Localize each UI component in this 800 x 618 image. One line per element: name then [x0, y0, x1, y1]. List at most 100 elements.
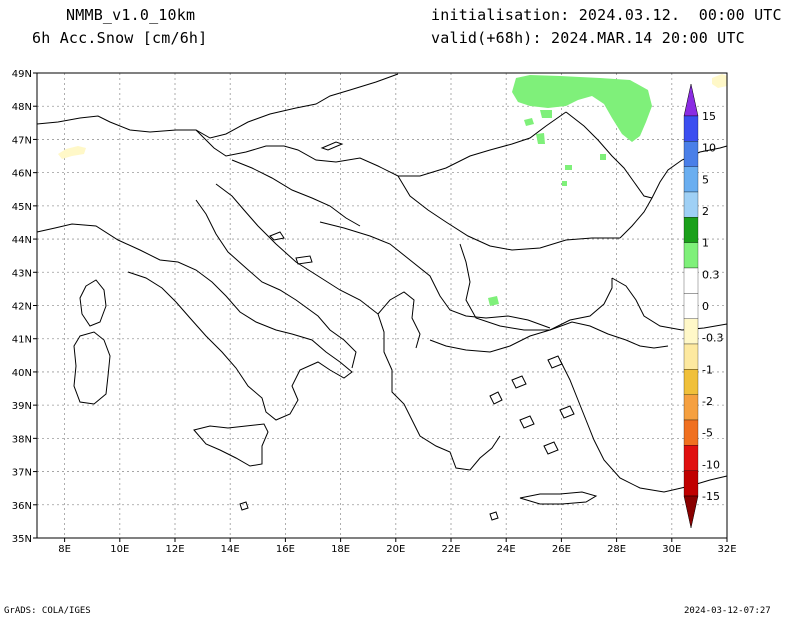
lat-tick-label: 38N — [12, 434, 32, 445]
colorbar-segment — [683, 470, 699, 497]
snow-area-ukraine — [512, 75, 652, 142]
lat-tick-label: 41N — [12, 335, 32, 346]
island — [511, 375, 527, 389]
colorbar-label: -1 — [702, 363, 713, 376]
snow-area-small — [562, 181, 567, 186]
sardinia — [73, 331, 111, 405]
island — [489, 391, 503, 405]
lat-tick-label: 43N — [12, 268, 32, 279]
lon-tick-label: 30E — [662, 544, 681, 555]
colorbar-label: 0.3 — [702, 268, 720, 281]
lat-tick-label: 47N — [12, 135, 32, 146]
valid-time: valid(+68h): 2024.MAR.14 20:00 UTC — [431, 29, 745, 47]
island — [295, 255, 313, 265]
snow-area-small — [600, 154, 606, 160]
colorbar-segment — [683, 394, 699, 421]
colorbar-label: 1 — [702, 237, 709, 250]
coastlines-borders — [36, 73, 728, 521]
island — [519, 415, 535, 429]
colorbar-label: -10 — [702, 458, 720, 471]
border-north — [36, 73, 399, 139]
latitude-axis: 49N 48N 47N 46N 45N 44N 43N 42N 41N 40N 39N 38N 37N 3… — [12, 69, 37, 545]
lon-tick-label: 10E — [110, 544, 129, 555]
colorbar-segment — [683, 217, 699, 243]
lat-tick-label: 46N — [12, 169, 32, 180]
lon-tick-label: 28E — [607, 544, 626, 555]
variable-title: 6h Acc.Snow [cm/6h] — [32, 29, 208, 47]
black-sea-coast — [619, 145, 728, 239]
snow-area-small — [540, 110, 552, 118]
colorbar-label: -15 — [702, 490, 720, 503]
colorbar-label: 0 — [702, 300, 709, 313]
border-romania — [397, 175, 620, 251]
colorbar-segment — [683, 141, 699, 167]
footer-credit: GrADS: COLA/IGES — [4, 606, 91, 616]
lat-tick-label: 48N — [12, 102, 32, 113]
colorbar-label: 2 — [702, 205, 709, 218]
colorbar: 15 10 5 2 1 0.3 0 -0.3 -1 -2 -5 -10 -15 — [683, 83, 723, 529]
lon-tick-label: 18E — [331, 544, 350, 555]
lat-tick-label: 37N — [12, 468, 32, 479]
footer-timestamp: 2024-03-12-07:27 — [684, 606, 771, 616]
italy-east-coast — [195, 199, 357, 369]
colorbar-label: 10 — [702, 142, 716, 155]
snow-area-small — [536, 133, 545, 144]
colorbar-bottom-arrow — [683, 495, 699, 529]
balkan-coast — [215, 183, 501, 471]
lat-tick-label: 49N — [12, 69, 32, 80]
border-croatia — [231, 159, 361, 227]
colorbar-segment — [683, 318, 699, 345]
longitude-axis: 8E 10E 12E 14E 16E 18E 20E 22E 24E 26E 28E 30E 32E — [58, 538, 737, 555]
lon-tick-label: 22E — [441, 544, 460, 555]
init-time: initialisation: 2024.03.12. 00:00 UTC — [431, 6, 782, 24]
lon-tick-label: 32E — [717, 544, 736, 555]
island — [239, 501, 249, 511]
border-moldova — [565, 111, 653, 199]
colorbar-label: 5 — [702, 173, 709, 186]
snow-field — [58, 74, 727, 306]
island — [489, 511, 499, 521]
lon-tick-label: 26E — [552, 544, 571, 555]
border-austria-hungary — [195, 111, 567, 177]
lat-tick-label: 45N — [12, 202, 32, 213]
border-albania — [377, 291, 421, 349]
sicily — [193, 423, 269, 467]
snow-area-small — [565, 165, 572, 170]
lat-tick-label: 40N — [12, 368, 32, 379]
lat-tick-label: 39N — [12, 401, 32, 412]
colorbar-segment — [683, 115, 699, 142]
lon-tick-label: 12E — [165, 544, 184, 555]
lon-tick-label: 24E — [497, 544, 516, 555]
colorbar-segment — [683, 369, 699, 395]
border-serbia — [319, 221, 551, 329]
lon-tick-label: 14E — [221, 544, 240, 555]
corsica — [79, 279, 107, 327]
colorbar-label: -2 — [702, 395, 713, 408]
island — [543, 441, 559, 455]
snow-area-bulgaria — [488, 296, 499, 306]
island — [320, 141, 344, 151]
neg-area-alps — [58, 146, 86, 159]
snow-area-small — [524, 118, 534, 126]
aegean-coast — [429, 321, 669, 353]
lon-tick-label: 8E — [58, 544, 71, 555]
model-name: NMMB_v1.0_10km — [66, 6, 196, 24]
border-bulgaria — [459, 243, 613, 331]
island — [547, 355, 563, 369]
colorbar-label: -5 — [702, 427, 713, 440]
italy-coast — [36, 223, 353, 421]
lat-tick-label: 36N — [12, 501, 32, 512]
lat-tick-label: 42N — [12, 302, 32, 313]
colorbar-segment — [683, 191, 699, 218]
colorbar-segment — [683, 166, 699, 193]
black-sea-coast-south — [611, 277, 728, 331]
neg-area-ne — [712, 74, 727, 88]
colorbar-segment — [683, 419, 699, 446]
colorbar-segment — [683, 445, 699, 471]
colorbar-label: -0.3 — [702, 332, 723, 345]
colorbar-segment — [683, 242, 699, 269]
colorbar-segment — [683, 293, 699, 319]
island — [559, 405, 575, 419]
lat-tick-label: 44N — [12, 235, 32, 246]
graticule — [37, 73, 728, 538]
